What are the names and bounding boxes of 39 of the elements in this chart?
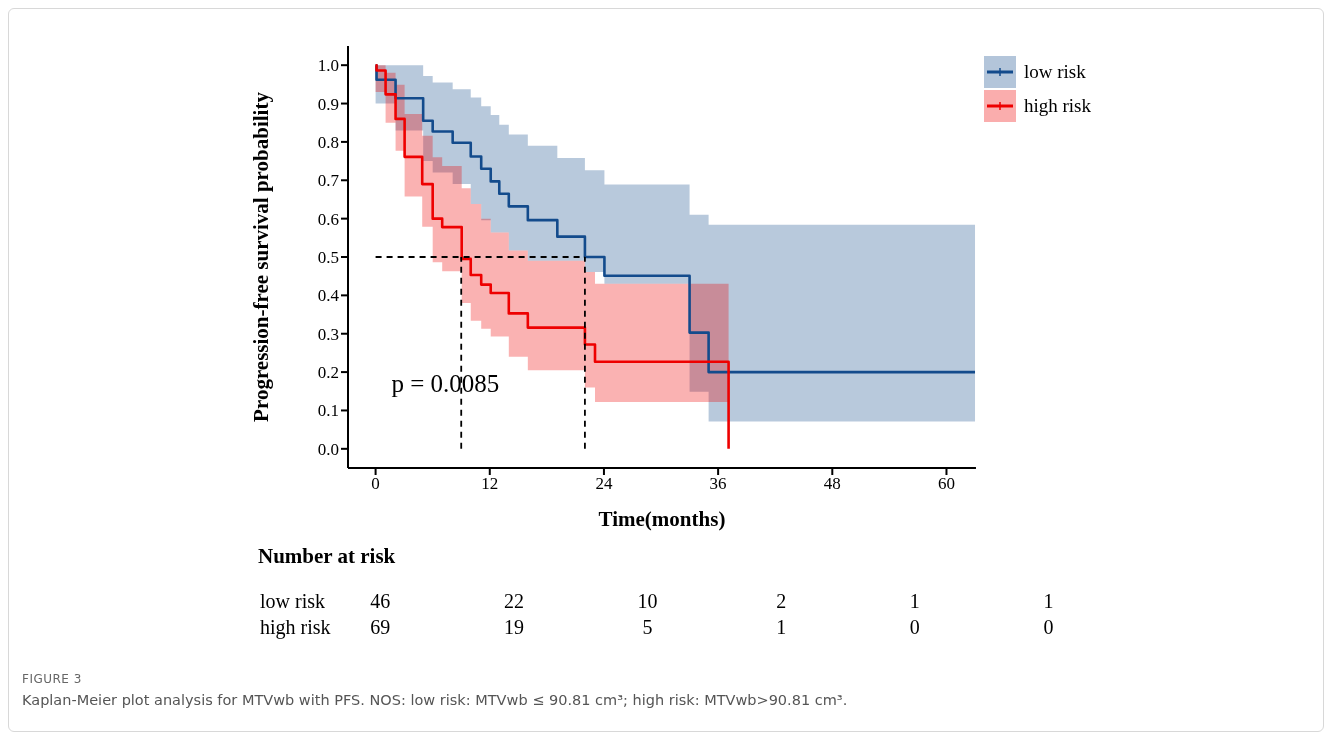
caption: FIGURE 3 bbox=[22, 672, 82, 686]
y-tick-label: 0.6 bbox=[317, 209, 339, 229]
text: 2 bbox=[775, 590, 788, 613]
y-tick-label: 0.3 bbox=[317, 324, 339, 344]
x-tick-label: 48 bbox=[823, 474, 841, 494]
text: 46 bbox=[369, 590, 392, 613]
y-tick-label: 0.9 bbox=[317, 94, 339, 114]
y-axis-title: Progression-free survival probability bbox=[249, 91, 274, 422]
text: low risk bbox=[260, 590, 325, 613]
text: 22 bbox=[502, 590, 525, 613]
x-tick-label: 60 bbox=[937, 474, 955, 494]
y-tick-label: 0.7 bbox=[317, 171, 340, 191]
text: 0 bbox=[1042, 616, 1055, 639]
y-tick-label: 0.8 bbox=[317, 132, 339, 152]
text: 1 bbox=[775, 616, 788, 639]
legend-label: low risk bbox=[1023, 61, 1086, 83]
text: high risk bbox=[260, 616, 331, 639]
y-tick-label: 0.4 bbox=[317, 286, 340, 306]
x-tick-label: 0 bbox=[371, 474, 380, 494]
y-tick-label: 0.2 bbox=[317, 363, 339, 383]
legend-label: high risk bbox=[1023, 95, 1091, 117]
text: 5 bbox=[641, 616, 654, 639]
text: 19 bbox=[502, 616, 525, 639]
annotation: p = 0.0085 bbox=[391, 370, 500, 398]
x-tick-label: 12 bbox=[481, 474, 499, 494]
y-tick-label: 0.1 bbox=[317, 401, 339, 421]
text: 0 bbox=[908, 616, 921, 639]
text: Kaplan-Meier plot analysis for MTVwb with PFS. NOS: low risk: MTVwb ≤ 90.81 cm³; high risk: MTVwb>90.81 cm³. bbox=[22, 692, 848, 708]
x-tick-label: 24 bbox=[595, 474, 613, 494]
y-tick-label: 0.5 bbox=[317, 248, 339, 268]
text: 10 bbox=[636, 590, 659, 613]
x-axis-title: Time(months) bbox=[598, 507, 726, 531]
y-tick-label: 0.0 bbox=[317, 439, 339, 459]
text: Number at risk bbox=[258, 544, 396, 569]
text: 69 bbox=[369, 616, 392, 639]
text: 1 bbox=[908, 590, 921, 613]
text: 1 bbox=[1042, 590, 1055, 613]
x-tick-label: 36 bbox=[709, 474, 727, 494]
y-tick-label: 1.0 bbox=[317, 56, 339, 76]
